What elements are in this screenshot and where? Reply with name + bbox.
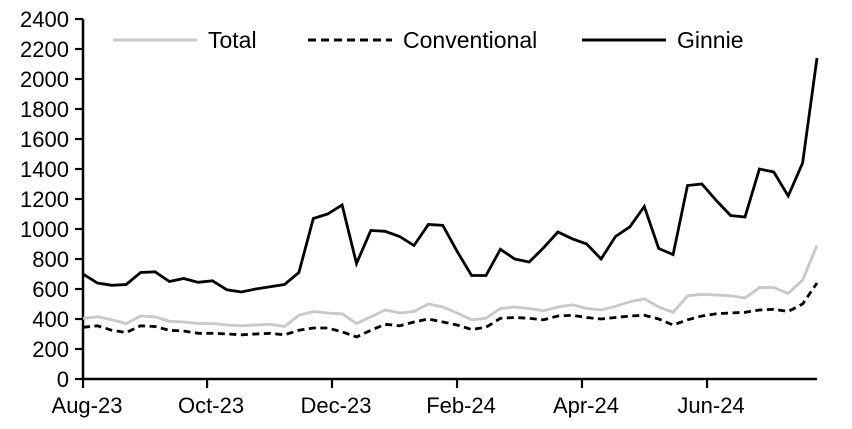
y-tick-label: 1000: [20, 217, 69, 242]
legend-label-total: Total: [208, 27, 257, 53]
legend-item-conventional: Conventional: [308, 28, 537, 52]
legend-label-ginnie: Ginnie: [677, 27, 744, 53]
y-tick-label: 1400: [20, 157, 69, 182]
x-tick-label: Oct-23: [178, 393, 244, 418]
x-tick-label: Apr-24: [553, 393, 619, 418]
y-tick-label: 800: [32, 247, 69, 272]
ginnie-line-sample-icon: [582, 38, 666, 42]
series-line-ginnie: [82, 57, 819, 294]
x-tick-label: Aug-23: [52, 393, 123, 418]
legend-item-ginnie: Ginnie: [582, 28, 743, 52]
y-tick-label: 200: [32, 337, 69, 362]
y-tick-label: 400: [32, 307, 69, 332]
conventional-line-sample-icon: [308, 38, 392, 42]
y-tick-label: 1800: [20, 97, 69, 122]
x-tick-label: Jun-24: [677, 393, 744, 418]
y-tick-label: 2000: [20, 67, 69, 92]
series-line-total: [82, 244, 819, 328]
y-tick-label: 0: [57, 367, 69, 392]
legend-label-conventional: Conventional: [403, 27, 538, 53]
y-tick-label: 1200: [20, 187, 69, 212]
x-tick-label: Feb-24: [426, 393, 496, 418]
y-tick-label: 2400: [20, 7, 69, 32]
y-tick-label: 1600: [20, 127, 69, 152]
y-tick-label: 600: [32, 277, 69, 302]
total-line-sample-icon: [113, 38, 197, 42]
legend-item-total: Total: [113, 28, 257, 52]
x-tick-label: Dec-23: [301, 393, 372, 418]
y-tick-label: 2200: [20, 37, 69, 62]
